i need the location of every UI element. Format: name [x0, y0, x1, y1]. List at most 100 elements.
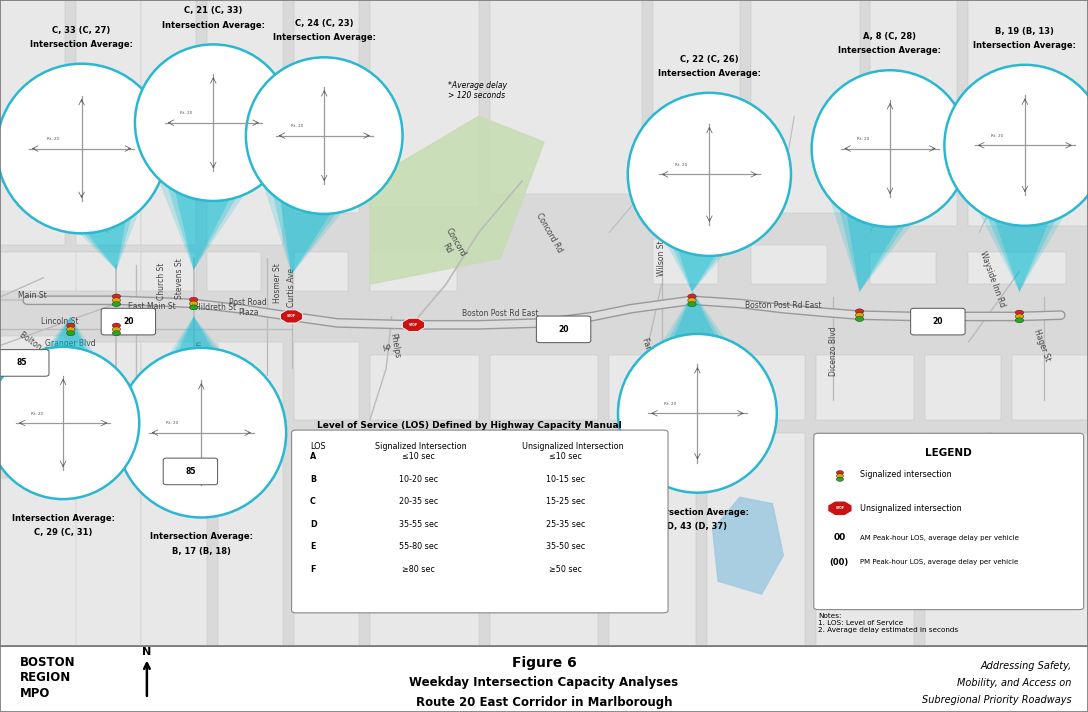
FancyBboxPatch shape	[490, 433, 598, 646]
Text: Bolton St: Bolton St	[17, 330, 52, 357]
Polygon shape	[247, 132, 401, 274]
Text: Wayside Inn Rd: Wayside Inn Rd	[978, 250, 1006, 308]
Polygon shape	[23, 145, 140, 270]
FancyBboxPatch shape	[101, 308, 156, 335]
Text: Rt. 20: Rt. 20	[292, 125, 304, 128]
Text: 10-20 sec: 10-20 sec	[399, 475, 438, 483]
Text: E: E	[310, 543, 316, 552]
Text: 20: 20	[123, 317, 134, 326]
Circle shape	[66, 330, 75, 335]
Polygon shape	[956, 145, 1088, 292]
FancyBboxPatch shape	[870, 252, 936, 284]
FancyBboxPatch shape	[1012, 355, 1088, 420]
Text: B: B	[310, 475, 317, 483]
FancyBboxPatch shape	[0, 252, 98, 290]
Text: Unsignalized Intersection: Unsignalized Intersection	[522, 441, 623, 451]
Polygon shape	[836, 146, 944, 292]
FancyBboxPatch shape	[0, 0, 65, 246]
Text: Rt. 20: Rt. 20	[857, 137, 869, 141]
Text: ≤10 sec: ≤10 sec	[403, 452, 435, 461]
Circle shape	[189, 301, 198, 306]
Circle shape	[837, 473, 843, 478]
Polygon shape	[640, 172, 779, 292]
FancyBboxPatch shape	[0, 336, 65, 465]
Ellipse shape	[135, 44, 292, 201]
Polygon shape	[925, 433, 1044, 539]
Text: C, 22 (C, 26): C, 22 (C, 26)	[680, 55, 739, 64]
Text: PM Peak-hour LOS, average delay per vehicle: PM Peak-hour LOS, average delay per vehi…	[860, 560, 1017, 565]
Text: East Main St: East Main St	[128, 303, 176, 311]
Text: 35-55 sec: 35-55 sec	[399, 520, 438, 529]
Text: Rt. 20: Rt. 20	[664, 402, 677, 406]
Circle shape	[1015, 310, 1024, 315]
FancyBboxPatch shape	[609, 433, 696, 646]
Text: BOSTON
REGION
MPO: BOSTON REGION MPO	[20, 656, 75, 700]
Text: Hildreth St: Hildreth St	[195, 303, 236, 312]
Polygon shape	[116, 316, 286, 434]
Ellipse shape	[628, 93, 791, 256]
FancyBboxPatch shape	[816, 433, 914, 646]
Ellipse shape	[0, 347, 139, 499]
Text: Granger Blvd: Granger Blvd	[46, 339, 96, 348]
Text: Intersection Average:: Intersection Average:	[162, 21, 264, 29]
FancyBboxPatch shape	[76, 433, 141, 646]
FancyBboxPatch shape	[141, 0, 196, 246]
Ellipse shape	[812, 70, 968, 227]
FancyBboxPatch shape	[370, 433, 479, 646]
Polygon shape	[159, 121, 268, 270]
Text: Intersection Average:: Intersection Average:	[658, 69, 761, 78]
FancyBboxPatch shape	[870, 0, 957, 226]
Text: Intersection Average:: Intersection Average:	[150, 533, 252, 541]
Circle shape	[66, 327, 75, 332]
Circle shape	[112, 302, 121, 307]
Text: Phelps
St: Phelps St	[378, 332, 401, 360]
Text: 20: 20	[932, 317, 943, 326]
FancyBboxPatch shape	[653, 0, 740, 233]
Polygon shape	[258, 132, 391, 274]
FancyBboxPatch shape	[163, 458, 218, 485]
Text: *Average delay
> 120 seconds: *Average delay > 120 seconds	[448, 80, 507, 100]
FancyBboxPatch shape	[76, 252, 141, 290]
Polygon shape	[141, 316, 261, 434]
Text: Signalized intersection: Signalized intersection	[860, 470, 951, 479]
Text: Hosmer St: Hosmer St	[273, 263, 282, 303]
Text: Concord
Rd: Concord Rd	[435, 227, 468, 264]
FancyBboxPatch shape	[911, 308, 965, 335]
FancyBboxPatch shape	[141, 342, 196, 420]
Polygon shape	[0, 144, 165, 270]
Text: Rt. 20: Rt. 20	[166, 421, 178, 425]
Circle shape	[112, 323, 121, 328]
FancyBboxPatch shape	[0, 646, 1088, 712]
Text: B, 19 (B, 13): B, 19 (B, 13)	[996, 27, 1054, 36]
Text: Church St: Church St	[157, 263, 165, 300]
Text: Intersection Average:: Intersection Average:	[646, 508, 749, 516]
Circle shape	[688, 302, 696, 307]
Polygon shape	[370, 116, 544, 284]
Text: N: N	[143, 646, 151, 656]
FancyBboxPatch shape	[76, 342, 141, 420]
Polygon shape	[944, 145, 1088, 292]
Text: Post Road
Plaza: Post Road Plaza	[230, 298, 267, 317]
Ellipse shape	[944, 65, 1088, 226]
Text: STOP: STOP	[836, 506, 844, 511]
Text: 15-25 sec: 15-25 sec	[546, 497, 585, 506]
Text: Boston Post Rd East: Boston Post Rd East	[745, 301, 821, 310]
Ellipse shape	[116, 348, 286, 518]
FancyBboxPatch shape	[218, 433, 283, 646]
FancyBboxPatch shape	[0, 350, 49, 376]
Text: A, 8 (C, 28): A, 8 (C, 28)	[864, 32, 916, 41]
Text: Stevens St: Stevens St	[175, 258, 184, 299]
FancyBboxPatch shape	[370, 355, 479, 420]
FancyBboxPatch shape	[370, 252, 457, 290]
FancyBboxPatch shape	[294, 0, 359, 213]
Text: Notes:
1. LOS: Level of Service
2. Average delay estimated in seconds: Notes: 1. LOS: Level of Service 2. Avera…	[818, 614, 959, 634]
FancyBboxPatch shape	[141, 433, 207, 646]
Text: Concord Rd: Concord Rd	[534, 211, 565, 254]
FancyBboxPatch shape	[968, 0, 1088, 226]
Ellipse shape	[618, 334, 777, 493]
Text: Rt. 20: Rt. 20	[47, 137, 59, 141]
FancyBboxPatch shape	[814, 434, 1084, 609]
Text: LOS: LOS	[310, 441, 325, 451]
Text: Farm Rd: Farm Rd	[640, 336, 659, 369]
Text: Unsignalized intersection: Unsignalized intersection	[860, 503, 961, 513]
